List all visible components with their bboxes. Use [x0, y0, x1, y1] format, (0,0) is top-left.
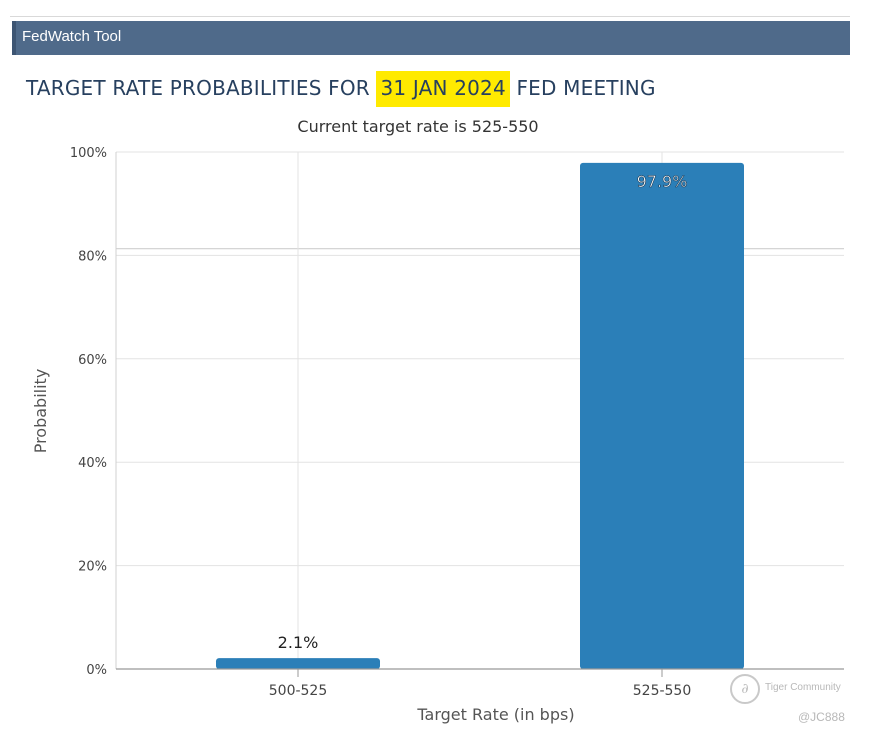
y-tick-label: 20% [78, 560, 107, 575]
title-meeting-date: 31 JAN 2024 [376, 71, 510, 107]
watermark: ∂ Tiger Community @JC888 [730, 674, 860, 728]
watermark-name: Tiger Community [765, 682, 841, 693]
y-tick-label: 80% [78, 249, 107, 264]
chart-subtitle: Current target rate is 525-550 [297, 117, 538, 136]
title-suffix: FED MEETING [516, 76, 656, 100]
bar-525-550 [580, 162, 744, 669]
y-tick-label: 40% [78, 456, 107, 471]
title-prefix: TARGET RATE PROBABILITIES FOR [26, 76, 370, 100]
page-title: TARGET RATE PROBABILITIES FOR 31 JAN 202… [26, 71, 656, 107]
data-label: 97.9% [637, 172, 688, 191]
watermark-handle: @JC888 [798, 710, 845, 724]
fedwatch-toolbar: FedWatch Tool [12, 21, 850, 55]
data-label: 2.1% [278, 633, 319, 652]
y-tick-label: 100% [70, 146, 107, 161]
bar-500-525 [216, 658, 380, 669]
y-tick-label: 0% [86, 663, 107, 678]
bar-layer: 2.1% 97.9% [216, 162, 744, 669]
x-tick-label: 500-525 [269, 683, 328, 699]
y-axis-label: Probability [31, 369, 50, 454]
top-divider [10, 16, 850, 17]
axis-layer: 0% 20% 40% 60% 80% 100% 500-525 525-550 [70, 146, 844, 699]
y-tick-label: 60% [78, 353, 107, 368]
x-axis-label: Target Rate (in bps) [416, 705, 574, 724]
tiger-community-logo-icon: ∂ [730, 674, 760, 704]
x-tick-label: 525-550 [633, 683, 692, 699]
toolbar-title: FedWatch Tool [22, 28, 122, 45]
